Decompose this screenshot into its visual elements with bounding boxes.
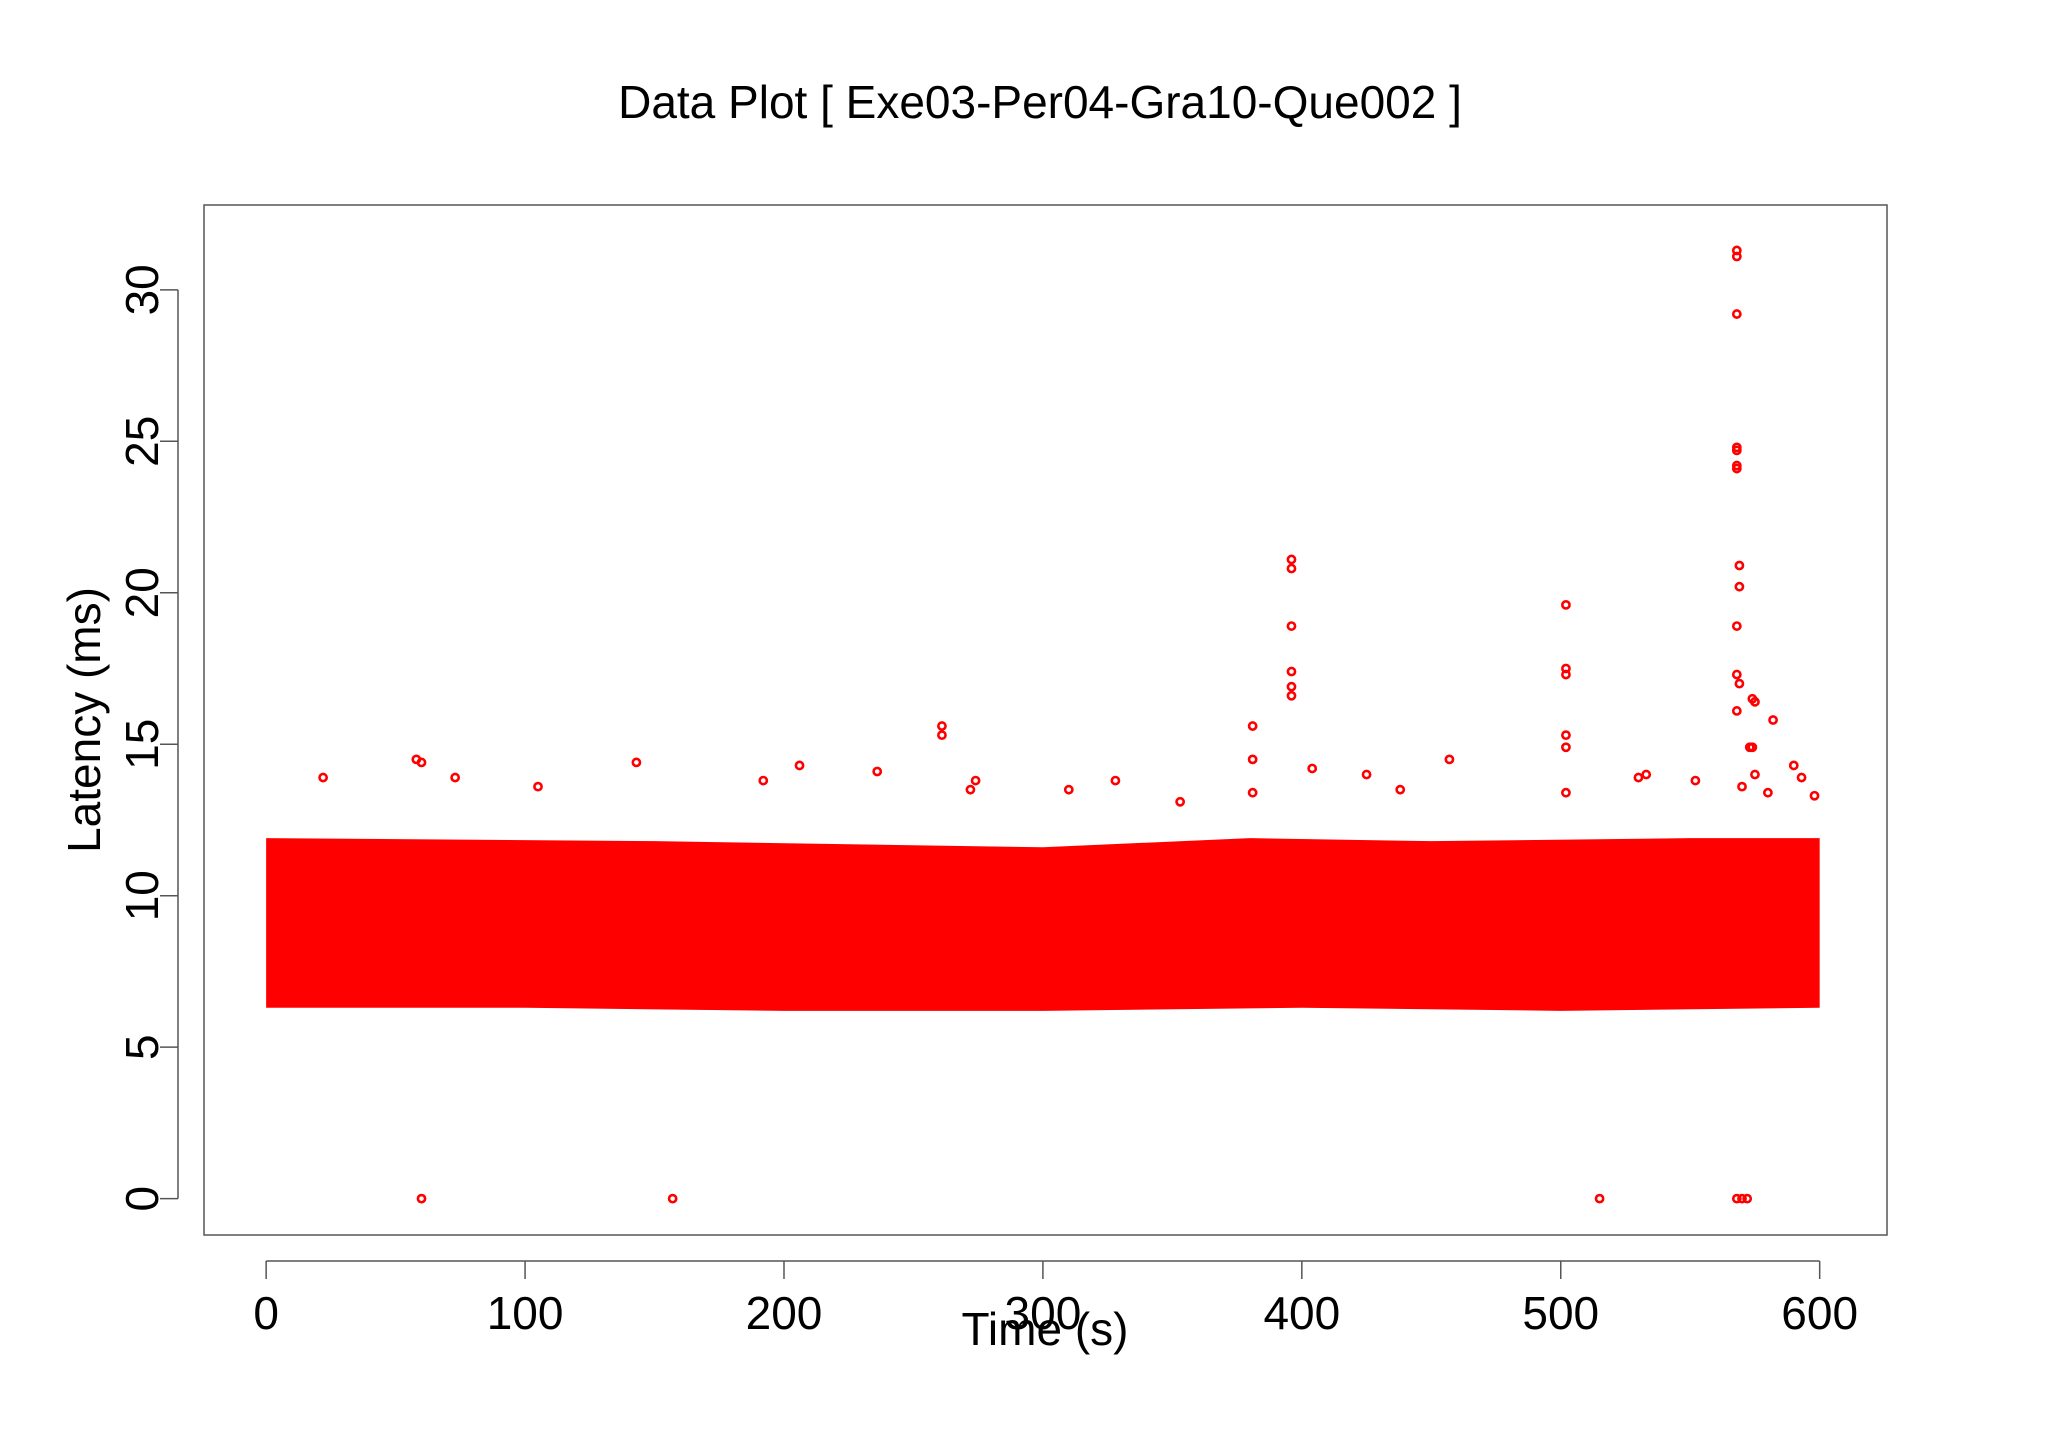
x-axis-label: Time (s) [962, 1303, 1129, 1355]
x-tick-label: 500 [1522, 1287, 1599, 1339]
y-tick-label: 5 [116, 1034, 168, 1060]
data-point [1731, 669, 1742, 680]
data-point [1737, 1193, 1747, 1204]
data-point [872, 766, 883, 777]
data-point [1561, 599, 1571, 610]
data-point [1641, 769, 1652, 780]
data-point [1731, 706, 1742, 716]
data-point [1750, 696, 1760, 707]
data-point [1731, 251, 1742, 262]
data-point [1361, 769, 1372, 780]
data-point [1633, 772, 1644, 783]
data-point [1561, 730, 1571, 741]
data-point [1286, 666, 1297, 677]
data-point [1734, 581, 1745, 592]
data-point [937, 721, 947, 731]
data-point [794, 760, 805, 771]
data-point [1286, 563, 1297, 574]
data-point [1734, 560, 1745, 571]
chart-title: Data Plot [ Exe03-Per04-Gra10-Que002 ] [618, 76, 1462, 128]
data-point [1747, 742, 1758, 753]
y-tick-label: 25 [116, 416, 168, 467]
data-point [450, 772, 461, 783]
data-point [1561, 742, 1571, 753]
dense-data-band [266, 838, 1820, 1011]
y-tick-label: 30 [116, 264, 168, 315]
data-point [667, 1193, 678, 1204]
data-point [965, 784, 976, 795]
y-tick-label: 10 [116, 870, 168, 921]
data-point [758, 775, 769, 786]
data-point [631, 757, 642, 768]
data-point [1731, 445, 1742, 456]
x-tick-label: 200 [746, 1287, 823, 1339]
data-point [1247, 754, 1258, 765]
data-point [970, 775, 981, 786]
data-point [1731, 1193, 1742, 1204]
data-point [937, 730, 947, 741]
y-axis: 0 5 10 15 20 25 30 [116, 264, 179, 1212]
data-point [1175, 796, 1186, 807]
data-point [416, 757, 427, 768]
y-tick-label: 0 [116, 1186, 168, 1212]
x-axis: 0 100 200 300 400 500 600 [253, 1260, 1858, 1339]
data-point [1286, 621, 1297, 631]
data-point [1750, 769, 1760, 780]
data-point [1809, 790, 1820, 801]
data-point [1286, 554, 1297, 565]
x-tick-label: 300 [1005, 1287, 1082, 1339]
data-point [1594, 1193, 1605, 1204]
data-point [1307, 763, 1318, 774]
data-point [1110, 775, 1121, 786]
data-point [1286, 681, 1297, 692]
dense-band-area [266, 838, 1820, 1011]
data-point [1444, 754, 1455, 765]
data-point [1561, 669, 1571, 680]
y-tick-label: 15 [116, 719, 168, 770]
plot-area-frame [203, 204, 1888, 1236]
data-point [1395, 784, 1406, 795]
data-point [1742, 1193, 1753, 1204]
data-point [533, 781, 543, 792]
data-point [1731, 463, 1742, 474]
data-point [1247, 721, 1258, 731]
data-point [1063, 784, 1074, 795]
data-point [1561, 787, 1571, 798]
y-tick-label: 20 [116, 567, 168, 618]
outlier-points [318, 245, 1820, 1204]
y-axis-label: Latency (ms) [58, 587, 110, 853]
data-point [1788, 760, 1799, 771]
x-tick-label: 400 [1263, 1287, 1340, 1339]
data-point [1796, 772, 1807, 783]
data-point [1734, 678, 1745, 689]
x-tick-label: 0 [253, 1287, 279, 1339]
data-point [318, 772, 329, 783]
data-point [1690, 775, 1701, 786]
x-tick-label: 100 [487, 1287, 564, 1339]
data-point [1768, 715, 1778, 725]
data-point [416, 1193, 427, 1204]
data-point [1247, 787, 1258, 798]
data-point [1762, 787, 1773, 798]
x-tick-label: 600 [1781, 1287, 1858, 1339]
data-point [1731, 309, 1742, 319]
data-point [1731, 621, 1742, 631]
data-point [1286, 690, 1297, 701]
data-point [1737, 781, 1747, 792]
